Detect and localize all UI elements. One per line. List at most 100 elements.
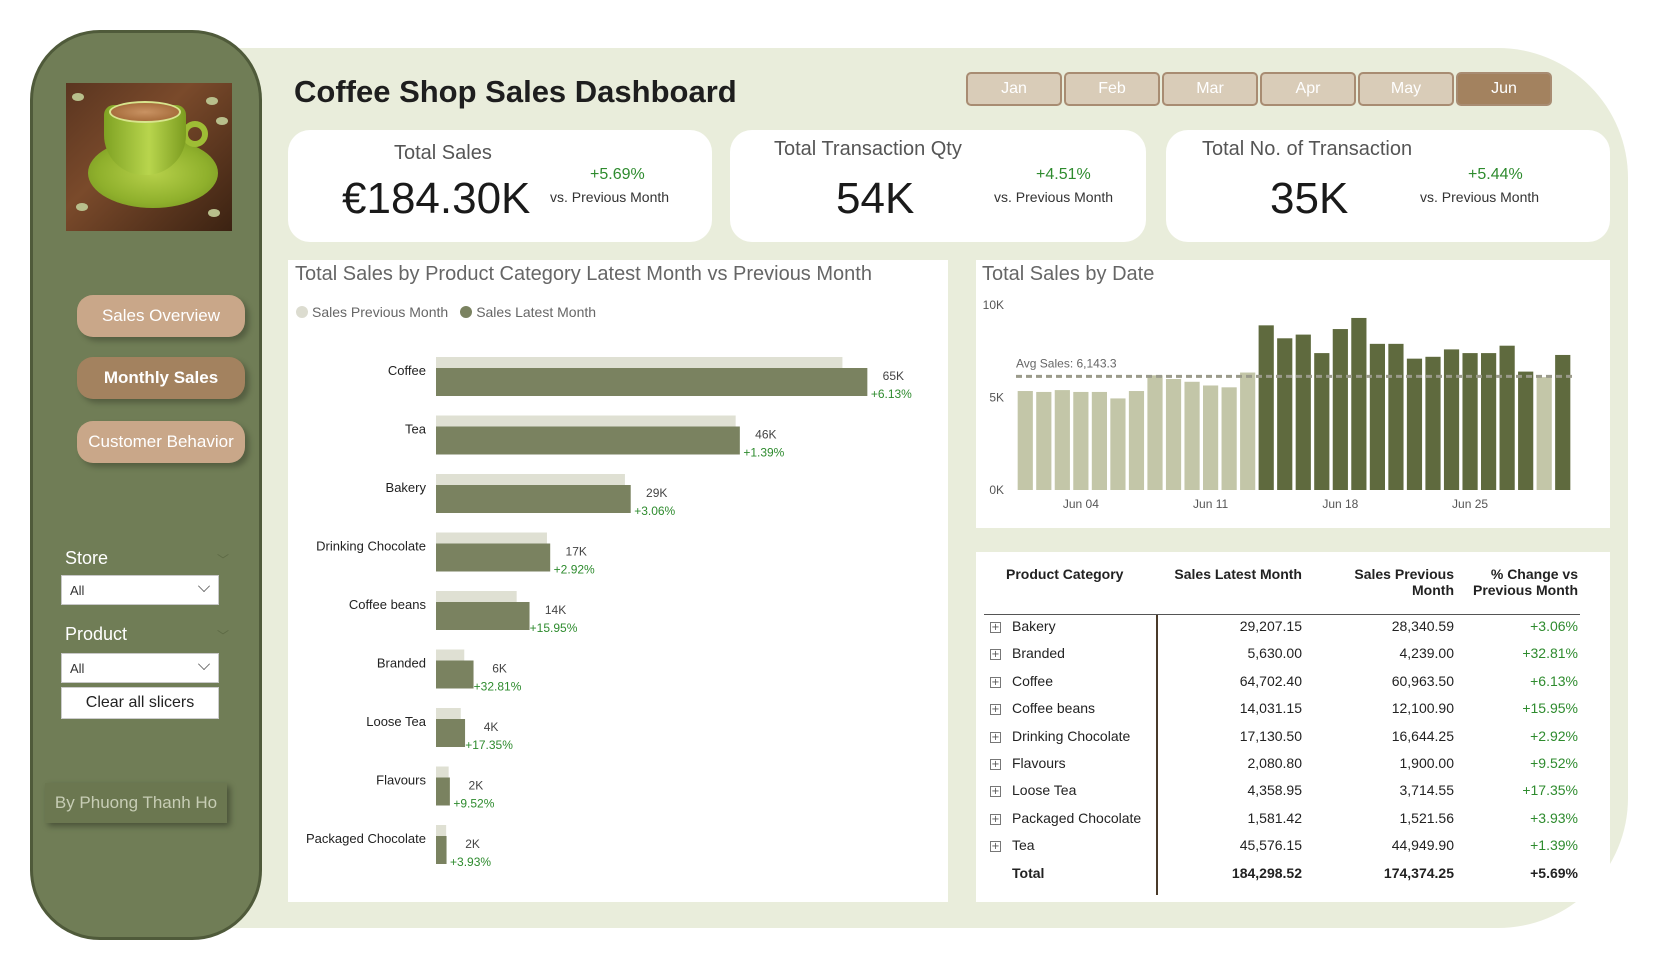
bar-change-label: +17.35% — [465, 738, 513, 752]
author-credit: By Phuong Thanh Ho — [45, 783, 227, 823]
nav-sales-overview-button[interactable]: Sales Overview — [77, 295, 245, 337]
date-bar[interactable] — [1240, 372, 1256, 490]
bar-latest-month[interactable] — [436, 602, 530, 630]
date-bar[interactable] — [1499, 345, 1515, 490]
table-cell-previous: 60,963.50 — [1391, 672, 1454, 689]
clear-all-slicers-button[interactable]: Clear all slicers — [61, 687, 219, 719]
bar-latest-month[interactable] — [436, 777, 450, 806]
nav-monthly-sales-button[interactable]: Monthly Sales — [77, 357, 245, 399]
date-bar[interactable] — [1295, 334, 1311, 490]
bar-previous-month[interactable] — [436, 591, 517, 603]
expand-row-icon[interactable]: + — [990, 786, 1001, 798]
bar-change-label: +1.39% — [743, 446, 784, 460]
expand-row-icon[interactable]: + — [990, 759, 1001, 770]
date-bar[interactable] — [1536, 377, 1552, 490]
date-bar[interactable] — [1054, 390, 1070, 490]
expand-row-icon[interactable]: + — [990, 813, 1001, 825]
product-dropdown[interactable]: All — [61, 653, 219, 683]
month-button-mar[interactable]: Mar — [1162, 72, 1258, 106]
date-bar[interactable] — [1073, 391, 1089, 490]
store-dropdown[interactable]: All — [61, 575, 219, 605]
store-slicer-chevron-icon[interactable]: ﹀ — [216, 553, 229, 567]
chevron-down-icon — [198, 580, 210, 592]
store-dropdown-value: All — [70, 583, 85, 598]
table-header-category[interactable]: Product Category — [1006, 566, 1124, 582]
x-tick-label: Jun 11 — [1193, 497, 1228, 511]
bar-previous-month[interactable] — [436, 415, 736, 428]
month-button-jun[interactable]: Jun — [1456, 72, 1552, 106]
month-button-may[interactable]: May — [1358, 72, 1454, 106]
bar-change-label: +15.95% — [530, 621, 578, 635]
bar-previous-month[interactable] — [436, 357, 843, 369]
date-bar[interactable] — [1443, 349, 1460, 490]
category-chart-panel: Total Sales by Product Category Latest M… — [288, 260, 948, 902]
table-header-latest[interactable]: Sales Latest Month — [1174, 566, 1302, 582]
table-header-previous[interactable]: Sales Previous Month — [1354, 566, 1454, 598]
table-cell-category: Bakery — [1012, 618, 1056, 634]
bar-previous-month[interactable] — [436, 474, 625, 486]
month-button-jan[interactable]: Jan — [966, 72, 1062, 106]
date-bar[interactable] — [1203, 385, 1219, 490]
month-button-feb[interactable]: Feb — [1064, 72, 1160, 106]
table-cell-category: Tea — [1012, 837, 1035, 854]
kpi-change: +5.69% — [590, 166, 645, 183]
average-label: Avg Sales: 6,143.3 — [1016, 356, 1117, 370]
date-bar[interactable] — [1258, 325, 1274, 490]
table-cell-previous: 16,644.25 — [1391, 727, 1454, 744]
bar-previous-month[interactable] — [436, 708, 461, 720]
date-bar[interactable] — [1091, 391, 1107, 490]
product-slicer-chevron-icon[interactable]: ﹀ — [216, 629, 229, 643]
date-bar[interactable] — [1110, 398, 1126, 490]
date-bar[interactable] — [1388, 343, 1404, 490]
date-bar[interactable] — [1147, 375, 1163, 490]
bar-value-label: 2K — [465, 837, 480, 851]
date-bar[interactable] — [1165, 379, 1182, 490]
date-bar[interactable] — [1017, 391, 1033, 490]
date-bar-chart: 0K 5K 10K Avg Sales: 6,143.3 Jun 04 Jun 11 Jun… — [983, 298, 1572, 511]
date-bar[interactable] — [1036, 391, 1052, 490]
category-tick-label: Branded — [377, 656, 426, 671]
bar-latest-month[interactable] — [436, 426, 740, 455]
date-bar[interactable] — [1184, 381, 1200, 490]
date-bar[interactable] — [1351, 317, 1367, 490]
table-cell-latest: 17,130.50 — [1239, 727, 1302, 744]
expand-row-icon[interactable]: + — [990, 704, 1001, 716]
date-bar[interactable] — [1221, 387, 1237, 490]
bar-previous-month[interactable] — [436, 766, 449, 779]
bar-latest-month[interactable] — [436, 836, 447, 864]
date-bar[interactable] — [1462, 353, 1478, 490]
chart-legend: Sales Previous Month Sales Latest Month — [296, 304, 596, 320]
expand-row-icon[interactable]: + — [990, 649, 1001, 661]
bar-latest-month[interactable] — [436, 660, 474, 689]
table-cell-change: +3.06% — [1530, 618, 1578, 634]
month-button-apr[interactable]: Apr — [1260, 72, 1356, 106]
legend-previous-label[interactable]: Sales Previous Month — [312, 304, 449, 320]
legend-latest-label[interactable]: Sales Latest Month — [476, 304, 597, 320]
date-bar[interactable] — [1128, 391, 1145, 490]
date-bar[interactable] — [1332, 329, 1348, 490]
nav-customer-behavior-button[interactable]: Customer Behavior — [77, 421, 245, 463]
bar-latest-month[interactable] — [436, 543, 551, 572]
bar-previous-month[interactable] — [436, 532, 547, 545]
date-bar[interactable] — [1277, 338, 1293, 490]
bar-latest-month[interactable] — [436, 719, 466, 747]
legend-previous-swatch — [296, 306, 308, 318]
date-bar[interactable] — [1369, 343, 1385, 490]
x-tick-label: Jun 25 — [1452, 497, 1488, 511]
bar-latest-month[interactable] — [436, 485, 631, 513]
date-bar[interactable] — [1518, 371, 1534, 490]
date-bar[interactable] — [1314, 353, 1330, 490]
bar-previous-month[interactable] — [436, 649, 465, 662]
table-header-change[interactable]: % Change vs Previous Month — [1472, 566, 1578, 598]
expand-row-icon[interactable]: + — [990, 676, 1001, 688]
expand-row-icon[interactable]: + — [990, 731, 1001, 743]
bar-latest-month[interactable] — [436, 368, 868, 396]
date-bar[interactable] — [1481, 353, 1497, 490]
x-tick-label: Jun 18 — [1322, 497, 1358, 511]
expand-row-icon[interactable]: + — [990, 622, 1001, 633]
date-bar[interactable] — [1555, 354, 1571, 490]
date-bar[interactable] — [1406, 358, 1423, 490]
bar-previous-month[interactable] — [436, 825, 447, 837]
expand-row-icon[interactable]: + — [990, 841, 1001, 853]
date-bar[interactable] — [1425, 356, 1441, 490]
